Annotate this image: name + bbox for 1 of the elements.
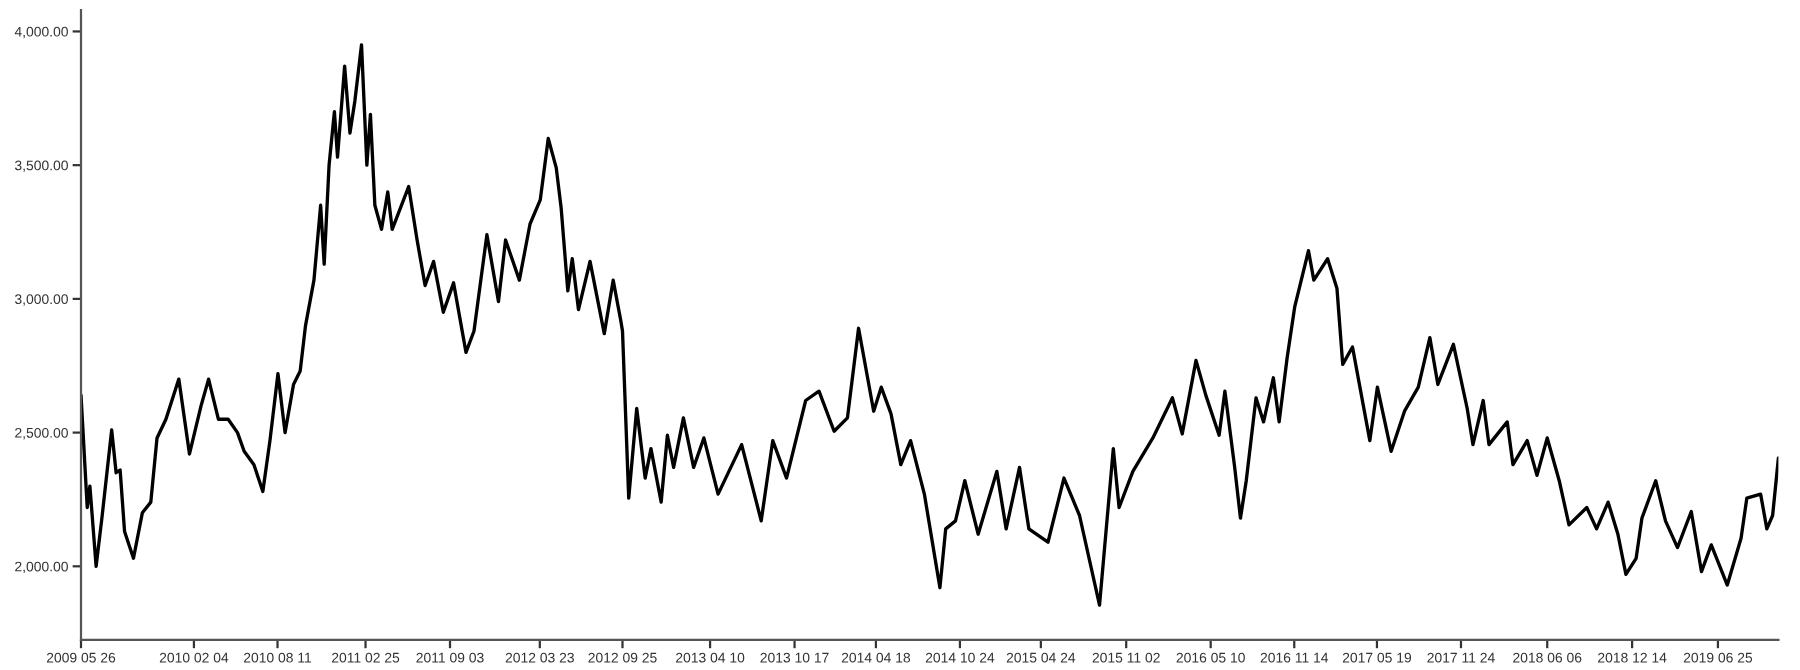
line-series xyxy=(81,43,1779,607)
